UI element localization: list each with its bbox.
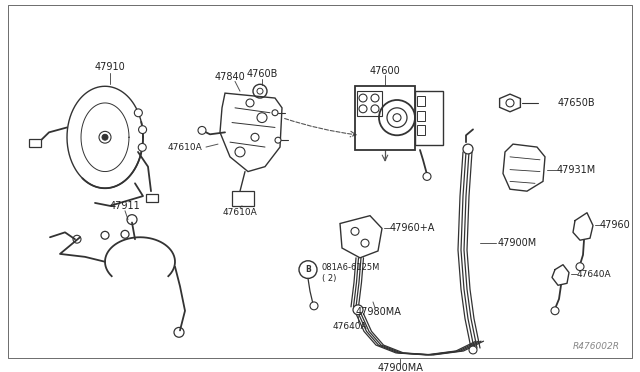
Circle shape (463, 144, 473, 154)
Bar (417, 125, 425, 135)
Bar (146, 194, 158, 202)
Text: 47980MA: 47980MA (355, 307, 401, 317)
Bar (357, 91, 382, 116)
Circle shape (198, 126, 206, 134)
Text: 47610A: 47610A (223, 208, 257, 217)
Circle shape (138, 144, 147, 151)
Circle shape (102, 134, 108, 140)
Circle shape (551, 307, 559, 315)
Text: 47900MA: 47900MA (377, 363, 423, 372)
Text: 47610A: 47610A (167, 142, 202, 151)
Text: 47960+A: 47960+A (390, 224, 435, 233)
Circle shape (272, 110, 278, 116)
Bar (355, 86, 415, 150)
Circle shape (310, 302, 318, 310)
Text: ( 2): ( 2) (322, 274, 337, 283)
Text: 47600: 47600 (370, 65, 401, 76)
Bar (29, 139, 41, 147)
Text: R476002R: R476002R (573, 342, 620, 351)
Circle shape (576, 263, 584, 270)
Text: 47640A: 47640A (577, 270, 612, 279)
Circle shape (139, 126, 147, 134)
Circle shape (393, 114, 401, 122)
Circle shape (275, 137, 281, 143)
Text: 081A6-6125M: 081A6-6125M (322, 263, 380, 272)
Bar (417, 96, 425, 106)
Text: 47840: 47840 (214, 73, 245, 83)
Text: 47910: 47910 (95, 62, 125, 72)
Text: 47900M: 47900M (498, 238, 537, 248)
Circle shape (134, 109, 142, 117)
Text: 47960: 47960 (600, 221, 631, 231)
Text: 47640A: 47640A (333, 322, 367, 331)
Bar (232, 191, 254, 206)
Text: 47650B: 47650B (558, 98, 596, 108)
Text: 4760B: 4760B (246, 68, 278, 78)
Circle shape (353, 305, 363, 315)
Text: 47931M: 47931M (557, 164, 596, 174)
Text: 47911: 47911 (109, 201, 140, 211)
Text: B: B (305, 265, 311, 274)
Bar (415, 91, 443, 145)
Circle shape (423, 173, 431, 180)
Bar (417, 111, 425, 121)
Circle shape (469, 346, 477, 354)
